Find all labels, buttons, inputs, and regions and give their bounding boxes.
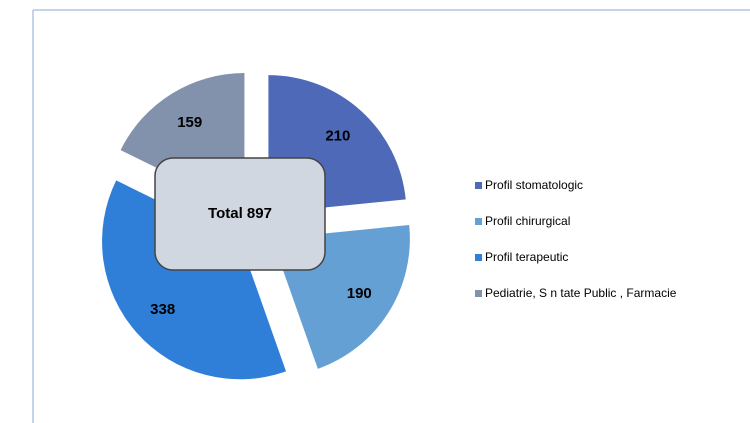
data-label: 210 [325, 127, 350, 144]
legend-label: Profil chirurgical [485, 214, 570, 228]
legend-swatch [475, 254, 482, 261]
legend-swatch [475, 290, 482, 297]
legend-label: Pediatrie, S n tate Public , Farmacie [485, 286, 677, 300]
data-label: 190 [347, 285, 372, 302]
legend-swatch [475, 218, 482, 225]
legend-label: Profil stomatologic [485, 178, 583, 192]
legend: Profil stomatologic Profil chirurgical Pro… [475, 178, 677, 300]
center-label: Total 897 [208, 205, 272, 222]
data-label: 338 [150, 301, 175, 318]
legend-swatch [475, 182, 482, 189]
data-label: 159 [177, 114, 202, 131]
legend-label: Profil terapeutic [485, 250, 568, 264]
pie-slice [102, 180, 287, 380]
center-box [154, 157, 326, 271]
center-box-group: Total 897 210 190 338 159 [150, 114, 372, 318]
